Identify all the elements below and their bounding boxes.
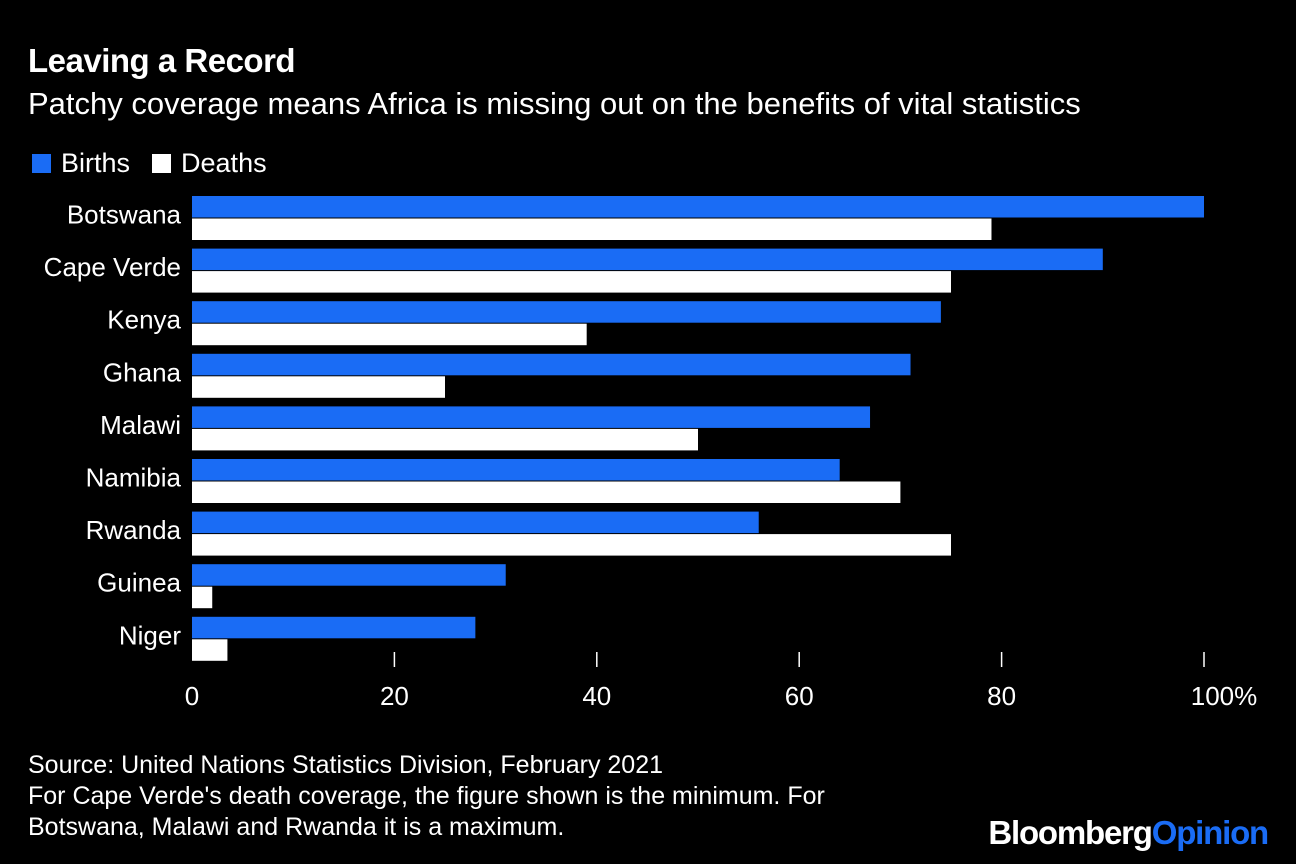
x-tick-label-60: 60 xyxy=(785,681,814,711)
category-label-botswana: Botswana xyxy=(67,200,182,230)
bar-deaths-ghana xyxy=(192,376,445,398)
category-label-cape-verde: Cape Verde xyxy=(44,252,181,282)
legend-swatch-births xyxy=(32,154,51,173)
x-tick-label-40: 40 xyxy=(582,681,611,711)
footnote-line-1: For Cape Verde's death coverage, the fig… xyxy=(28,782,825,810)
legend: Births Deaths xyxy=(32,148,289,179)
bar-births-malawi xyxy=(192,406,871,428)
bar-births-namibia xyxy=(192,459,840,481)
x-tick-label-0: 0 xyxy=(185,681,199,711)
bar-births-rwanda xyxy=(192,511,759,534)
legend-label-births: Births xyxy=(61,148,131,178)
bloomberg-opinion-logo: BloombergOpinion xyxy=(988,814,1269,852)
bar-births-kenya xyxy=(192,301,941,323)
bar-deaths-namibia xyxy=(192,481,901,503)
category-label-kenya: Kenya xyxy=(107,305,181,335)
bar-chart: Botswana Cape Verde Kenya Ghana Malawi Namibi… xyxy=(44,196,1258,711)
bar-deaths-guinea xyxy=(192,586,213,609)
bar-deaths-botswana xyxy=(192,218,992,240)
legend-item-births: Births xyxy=(32,148,130,179)
source-note: Source: United Nations Statistics Divisi… xyxy=(28,751,664,779)
bar-births-ghana xyxy=(192,353,911,376)
bar-births-guinea xyxy=(192,564,506,586)
x-tick-label-80: 80 xyxy=(987,681,1016,711)
legend-item-deaths: Deaths xyxy=(152,148,267,179)
footer: Source: United Nations Statistics Divisi… xyxy=(28,750,928,843)
bar-births-botswana xyxy=(192,196,1204,218)
chart-title: Leaving a Record xyxy=(28,42,296,79)
bar-births-cape-verde xyxy=(192,248,1103,271)
legend-swatch-deaths xyxy=(152,154,172,173)
category-label-rwanda: Rwanda xyxy=(86,515,182,545)
chart-subtitle: Patchy coverage means Africa is missing … xyxy=(28,86,1081,121)
x-tick-label-100: 100% xyxy=(1191,681,1258,711)
bar-deaths-malawi xyxy=(192,428,698,451)
bar-deaths-cape-verde xyxy=(192,271,951,293)
bar-births-niger xyxy=(192,616,476,639)
bar-deaths-kenya xyxy=(192,323,587,346)
footnote-line-2: Botswana, Malawi and Rwanda it is a maxi… xyxy=(28,813,565,841)
logo-part-opinion: Opinion xyxy=(1151,814,1269,851)
category-label-namibia: Namibia xyxy=(86,463,182,493)
legend-label-deaths: Deaths xyxy=(181,148,267,178)
category-label-guinea: Guinea xyxy=(97,568,181,598)
x-tick-label-20: 20 xyxy=(380,681,409,711)
bar-deaths-rwanda xyxy=(192,534,951,556)
category-label-ghana: Ghana xyxy=(103,357,182,387)
category-label-niger: Niger xyxy=(119,620,181,650)
category-label-malawi: Malawi xyxy=(100,410,181,440)
bar-deaths-niger xyxy=(192,639,228,661)
logo-part-bloomberg: Bloomberg xyxy=(988,814,1153,851)
